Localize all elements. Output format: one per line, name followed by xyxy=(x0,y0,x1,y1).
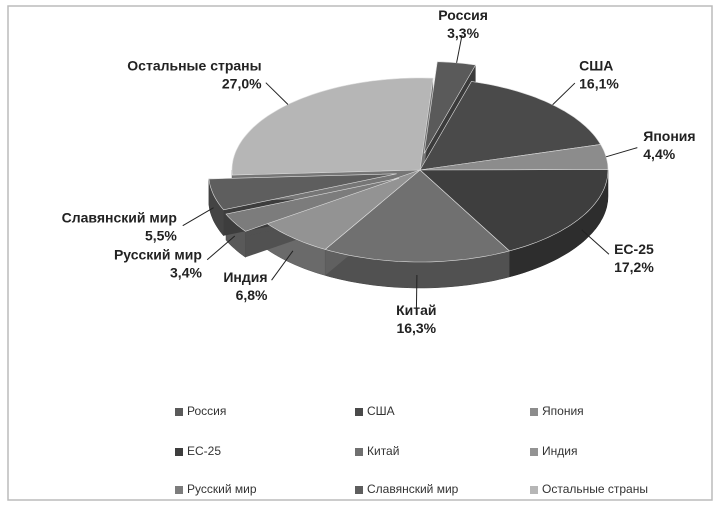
slice xyxy=(423,61,477,154)
slice-label: Индия xyxy=(223,269,267,285)
leader-line xyxy=(581,229,610,255)
legend-label: Китай xyxy=(367,444,399,458)
slice xyxy=(208,173,397,211)
legend-swatch xyxy=(355,448,363,456)
slice-value-label: 5,5% xyxy=(145,228,177,244)
leader-line xyxy=(265,82,289,105)
slice-value-label: 3,3% xyxy=(447,25,479,41)
slice xyxy=(419,81,602,171)
slice-label: Русский мир xyxy=(114,246,202,262)
slice-value-label: 17,2% xyxy=(614,259,654,275)
pie-tops xyxy=(208,61,609,263)
slice-value-label: 3,4% xyxy=(170,264,202,280)
slice-value-label: 16,1% xyxy=(579,76,619,92)
legend-swatch xyxy=(355,486,363,494)
legend-swatch xyxy=(175,448,183,456)
slice-label: США xyxy=(579,58,613,74)
legend-swatch xyxy=(530,408,538,416)
legend-swatch xyxy=(530,486,538,494)
slice-label: ЕС-25 xyxy=(614,241,654,257)
slice-value-label: 16,3% xyxy=(396,320,436,336)
slice-label: Китай xyxy=(396,302,436,318)
slice-value-label: 6,8% xyxy=(236,287,268,303)
leader-line xyxy=(552,82,576,106)
leader-line xyxy=(206,235,236,261)
legend-swatch xyxy=(530,448,538,456)
slice xyxy=(231,77,434,176)
slice xyxy=(265,169,421,250)
legend-label: Остальные страны xyxy=(542,482,648,496)
legend-swatch xyxy=(175,408,183,416)
slice xyxy=(225,177,400,232)
legend-swatch xyxy=(355,408,363,416)
slice-value-label: 27,0% xyxy=(222,75,262,91)
legend-swatch xyxy=(175,486,183,494)
legend-label: Россия xyxy=(187,404,226,418)
leader-line xyxy=(271,250,294,281)
leader-line xyxy=(605,147,638,158)
slice-value-label: 4,4% xyxy=(643,146,675,162)
leader-line xyxy=(182,207,214,227)
slice-label: Остальные страны xyxy=(127,57,261,73)
legend-label: Япония xyxy=(542,404,584,418)
legend-label: США xyxy=(367,404,395,418)
legend-label: Славянский мир xyxy=(367,482,459,496)
leader-line xyxy=(415,274,418,311)
slice-label: Россия xyxy=(438,7,488,23)
legend-label: ЕС-25 xyxy=(187,444,221,458)
slice-label: Славянский мир xyxy=(62,210,177,226)
slice-label: Япония xyxy=(643,128,695,144)
leader-line xyxy=(456,34,463,63)
slice xyxy=(419,169,609,252)
legend-label: Русский мир xyxy=(187,482,257,496)
slice xyxy=(324,169,511,263)
legend-label: Индия xyxy=(542,444,577,458)
